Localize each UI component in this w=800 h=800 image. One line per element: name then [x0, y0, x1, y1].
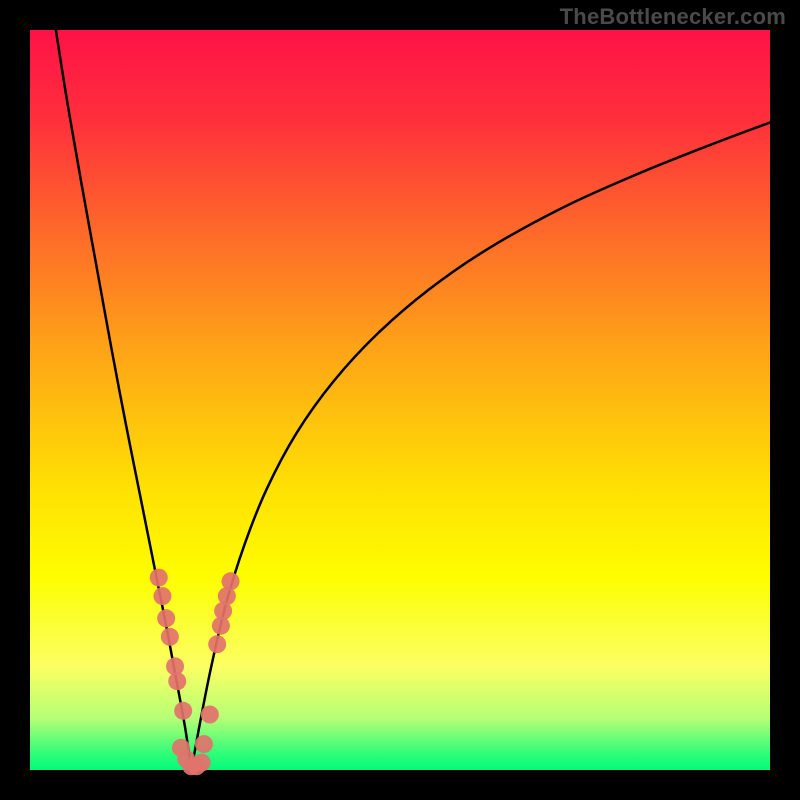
data-marker — [153, 587, 171, 605]
data-marker — [168, 672, 186, 690]
chart-svg — [0, 0, 800, 800]
data-marker — [195, 735, 213, 753]
chart-background — [30, 30, 770, 770]
data-marker — [150, 569, 168, 587]
data-marker — [157, 609, 175, 627]
chart-root: TheBottlenecker.com — [0, 0, 800, 800]
data-marker — [193, 754, 211, 772]
data-marker — [222, 572, 240, 590]
data-marker — [208, 635, 226, 653]
data-marker — [201, 706, 219, 724]
data-marker — [161, 628, 179, 646]
data-marker — [174, 702, 192, 720]
